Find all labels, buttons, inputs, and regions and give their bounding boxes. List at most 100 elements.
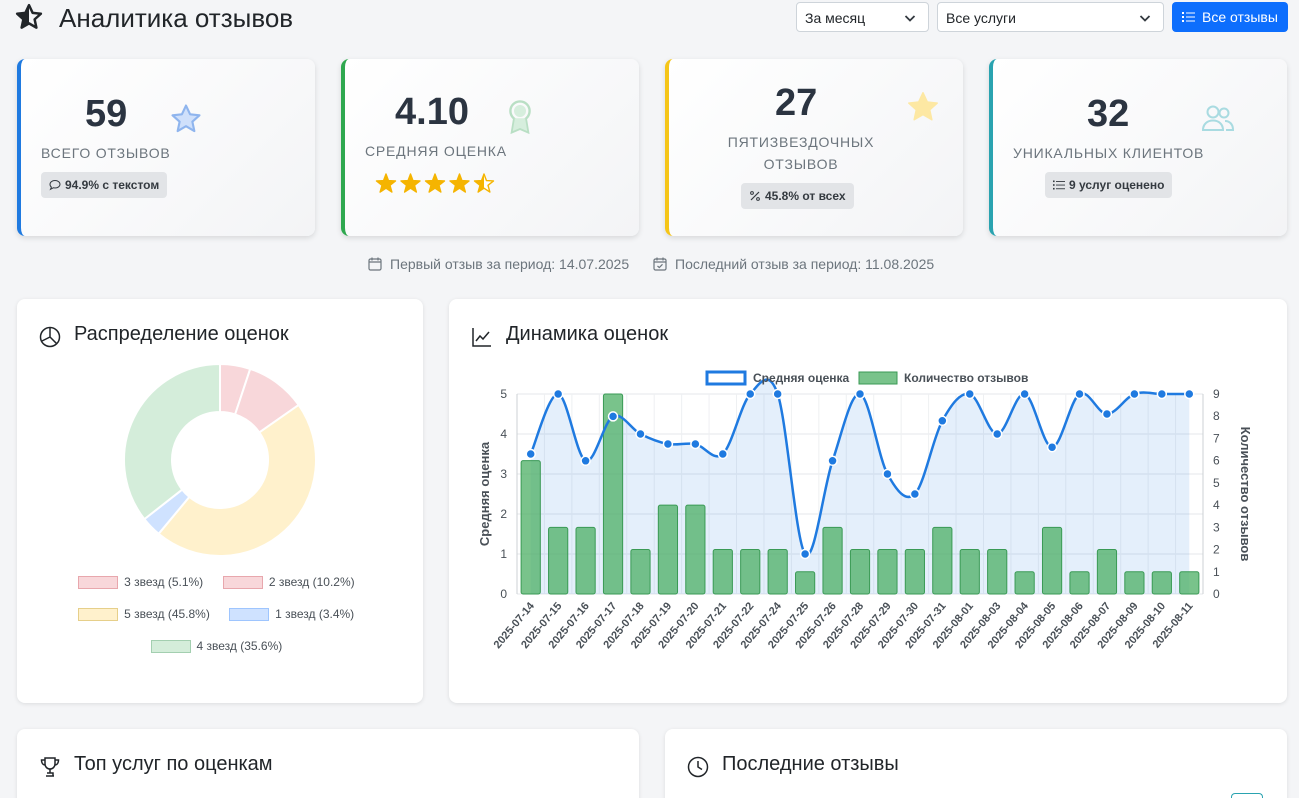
pie-slice[interactable] [157,403,317,557]
stat-value: 4.10 [395,91,469,133]
bar[interactable] [1069,571,1090,595]
clock-icon [687,756,709,778]
y2-tick-label: 2 [1213,543,1220,557]
y2-tick-label: 9 [1213,387,1220,401]
stat-label-line1: ПЯТИЗВЕЗДОЧНЫХ [727,134,875,150]
y2-tick-label: 4 [1213,498,1220,512]
line-point[interactable] [607,411,619,422]
y2-tick-label: 5 [1213,476,1220,490]
award-icon [509,100,531,135]
line-point[interactable] [799,548,811,560]
y-tick-label: 2 [500,507,507,521]
bar[interactable] [740,549,761,595]
pie-chart-icon [39,326,61,348]
bar[interactable] [959,549,980,595]
line-point[interactable] [1046,441,1058,453]
all-reviews-button[interactable]: Все отзывы [1172,2,1288,32]
bar[interactable] [1014,571,1035,595]
line-point[interactable] [1156,388,1168,400]
line-point[interactable] [1074,388,1085,400]
all-reviews-label: Все отзывы [1202,9,1278,25]
line-point[interactable] [717,448,729,460]
period-select-value: За месяц [805,10,866,26]
stat-value: 27 [775,82,818,124]
bar[interactable] [712,549,733,595]
stat-label: СРЕДНЯЯ ОЦЕНКА [365,143,507,159]
percent-icon [750,191,760,201]
panel-title: Распределение оценок [74,323,289,345]
line-point[interactable] [909,488,921,500]
stat-card-five-star: 27 ПЯТИЗВЕЗДОЧНЫХ ОТЗЫВОВ 45.8% от всех [665,59,963,236]
legend-label: Количество отзывов [904,371,1028,385]
line-point[interactable] [1129,388,1140,400]
bar[interactable] [877,549,898,595]
period-select[interactable]: За месяц [796,2,929,32]
line-point[interactable] [744,388,756,400]
stat-value: 32 [1087,93,1130,135]
line-point[interactable] [662,438,674,450]
line-point[interactable] [882,468,893,480]
bar[interactable] [1179,571,1200,595]
line-point[interactable] [635,428,646,440]
bar[interactable] [1096,549,1118,595]
stat-badge: 9 услуг оценено [1045,172,1173,198]
bar[interactable] [630,549,651,595]
panel-title: Топ услуг по оценкам [74,753,273,775]
line-point[interactable] [1184,388,1195,400]
legend-swatch [78,576,119,589]
bar[interactable] [932,526,953,595]
calendar-check-icon [653,257,667,271]
line-point[interactable] [552,388,564,400]
line-chart-icon [472,328,491,347]
bar[interactable] [822,526,843,595]
line-point[interactable] [525,448,536,460]
bar[interactable] [657,504,679,595]
bar[interactable] [1041,526,1063,595]
rating-star-icon [449,173,470,193]
legend-swatch-average[interactable] [705,370,747,386]
bar[interactable] [987,549,1008,595]
panel-title: Последние отзывы [722,753,899,775]
y2-tick-label: 6 [1213,454,1220,468]
stat-card-total: 59 ВСЕГО ОТЗЫВОВ 94.9% с текстом [17,59,315,236]
bar[interactable] [548,526,569,595]
line-point[interactable] [690,438,701,450]
line-point[interactable] [854,388,866,400]
review-button-edge[interactable] [1231,793,1263,798]
line-point[interactable] [827,455,838,467]
bar[interactable] [575,526,596,595]
line-point[interactable] [964,388,976,400]
line-point[interactable] [580,455,591,467]
chevron-down-icon [904,15,916,22]
bar[interactable] [849,549,871,595]
chat-icon [49,179,61,191]
page-header: Аналитика отзывов За месяц Все услуги Вс… [0,0,1299,36]
line-point[interactable] [991,428,1003,440]
bar[interactable] [602,393,624,595]
legend-swatch-count[interactable] [858,371,898,385]
bar[interactable] [795,571,816,595]
stat-badge: 94.9% с текстом [41,172,168,198]
bar[interactable] [1151,571,1172,595]
distribution-panel: Распределение оценок 3 звезд (5.1%) 2 зве… [17,299,423,703]
trophy-icon [40,757,60,777]
line-point[interactable] [937,415,948,427]
pie-slice[interactable] [123,362,221,521]
bar[interactable] [520,460,541,595]
line-point[interactable] [1019,388,1030,400]
service-select[interactable]: Все услуги [937,2,1164,32]
stat-label: УНИКАЛЬНЫХ КЛИЕНТОВ [1013,145,1205,161]
stat-value: 59 [85,93,128,135]
rating-stars [375,173,495,193]
legend-swatch [150,640,191,653]
y2-tick-label: 8 [1213,409,1220,423]
bar[interactable] [685,504,706,595]
y2-tick-label: 1 [1213,565,1220,579]
rating-star-icon [473,173,495,193]
bar[interactable] [904,549,925,595]
bar[interactable] [767,549,788,595]
line-point[interactable] [772,388,783,400]
bar[interactable] [1124,571,1145,595]
line-point[interactable] [1101,408,1113,420]
y2-axis-title: Количество отзывов [1238,427,1253,562]
